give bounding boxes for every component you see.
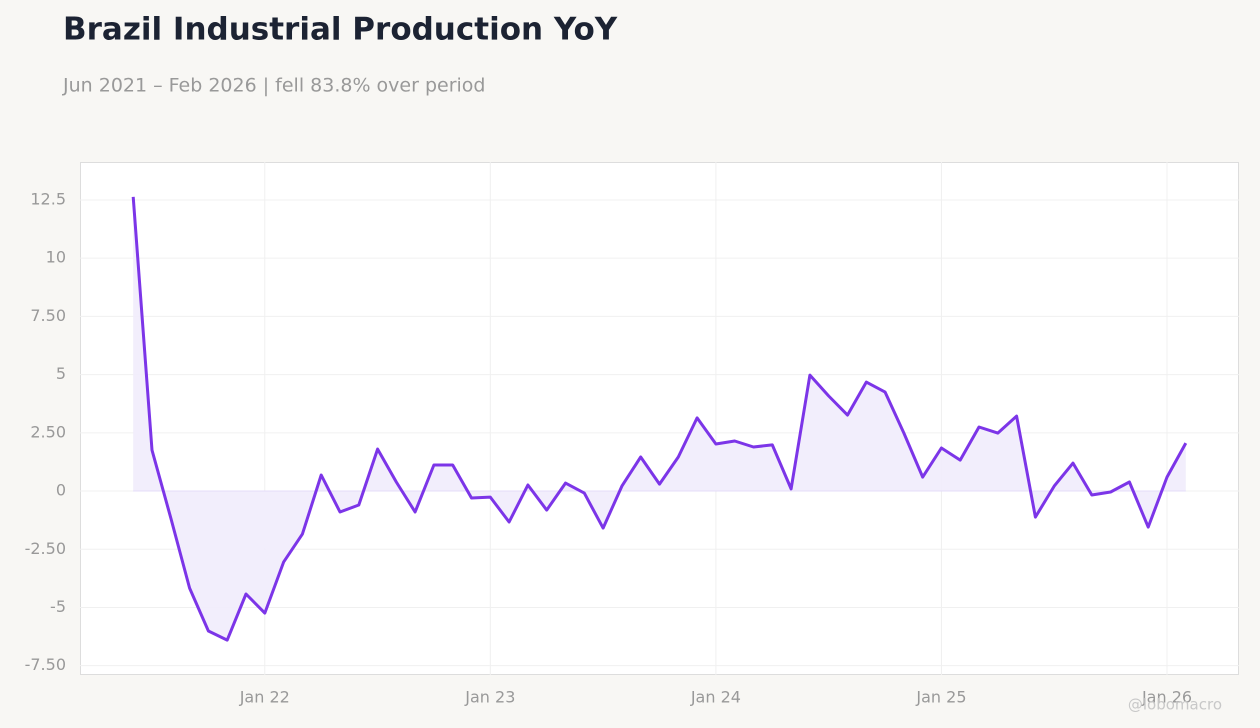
y-tick-label: 10 xyxy=(46,248,66,267)
y-tick-label: 7.50 xyxy=(30,306,66,325)
y-tick-label: -5 xyxy=(50,597,66,616)
chart-title: Brazil Industrial Production YoY xyxy=(63,12,618,48)
x-tick-label: Jan 23 xyxy=(464,688,515,707)
area xyxy=(133,196,1186,641)
y-tick-label: -2.50 xyxy=(25,539,66,558)
y-tick-label: 12.5 xyxy=(30,189,66,208)
x-tick-label: Jan 26 xyxy=(1141,688,1192,707)
x-tick-label: Jan 22 xyxy=(239,688,290,707)
y-tick-label: 0 xyxy=(56,481,66,500)
plot-layer: -7.50 -5 -2.50 0 2.50 5 7.50 10 12.5 Jan 22 Jan 23… xyxy=(25,162,1239,707)
y-tick-label: 2.50 xyxy=(30,422,66,441)
line xyxy=(131,196,1188,642)
watermark: @lobomacro xyxy=(1128,696,1222,714)
x-tick-label: Jan 24 xyxy=(690,688,741,707)
chart-subtitle: Jun 2021 – Feb 2026 | fell 83.8% over pe… xyxy=(62,75,485,97)
x-tick-label: Jan 25 xyxy=(915,688,966,707)
y-tick-label: -7.50 xyxy=(25,655,66,674)
y-tick-label: 5 xyxy=(56,364,66,383)
